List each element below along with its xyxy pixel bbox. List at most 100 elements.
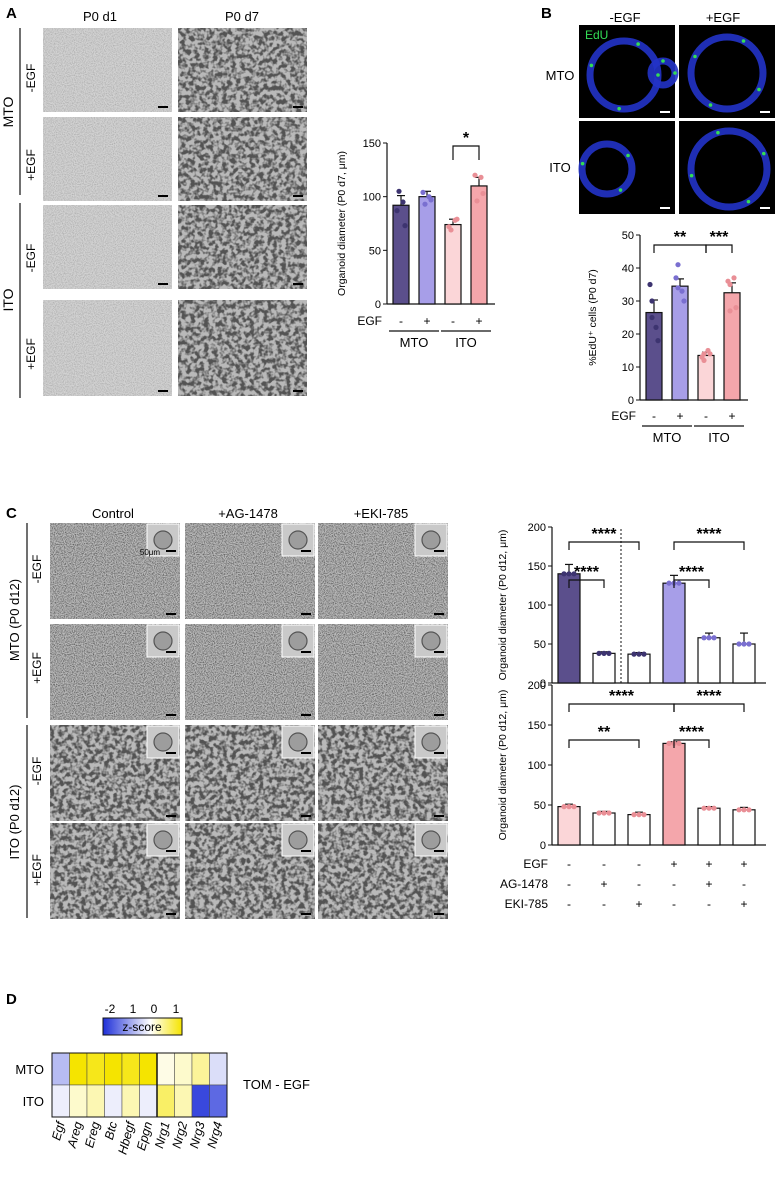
panel-b-image-r1-c1-edu-dot [636, 42, 640, 46]
panel-b-image-r1-c2-scale-bar [760, 111, 770, 113]
zscore-tick-1: -2 [105, 1002, 116, 1016]
data-point [448, 227, 454, 233]
panel-b-image-r2-c1-edu-dot [580, 161, 585, 166]
panel-a-image-r1-c1 [43, 28, 172, 112]
panel-a-row-label-1: -EGF [24, 64, 38, 93]
data-point [676, 740, 682, 747]
bar-1 [645, 311, 663, 401]
panel-a-row-label-3: -EGF [24, 244, 38, 273]
panel-a-group-ito: ITO [0, 288, 16, 311]
y-tick-label: 100 [528, 600, 546, 612]
panel-b-image-r2-c1-bg [579, 121, 675, 214]
heatmap-cell-ITO-Nrg4 [209, 1084, 228, 1118]
significance-label: **** [609, 688, 635, 705]
panel-c-image-r4-c1-inset-organoid [153, 830, 173, 850]
significance-bracket [568, 541, 640, 550]
heatmap-cell-ITO-Areg [69, 1084, 88, 1118]
treatment-sign: + [740, 857, 747, 871]
panel-c-image-r4-c2-inset-organoid [288, 830, 308, 850]
y-axis-label: Organoid diameter (P0 d12, μm) [497, 530, 509, 681]
data-point [675, 285, 681, 291]
significance-bracket [452, 145, 480, 160]
panel-c-image-r2-c2-inset-organoid [288, 631, 308, 651]
data-point [701, 351, 707, 357]
panel-b-col-label-2: +EGF [706, 10, 740, 25]
panel-c-image-r3-c2-inset-scale-bar [301, 752, 311, 754]
treatment-row-label-3: EKI-785 [505, 897, 549, 911]
panel-c-image-r4-c2-inset-scale-bar [301, 850, 311, 852]
data-point [705, 347, 711, 354]
y-tick-label: 50 [622, 230, 634, 242]
significance-label: **** [697, 688, 723, 705]
y-tick-label: 0 [540, 840, 546, 852]
heatmap-col-label-10: Nrg4 [205, 1120, 226, 1150]
data-point [706, 635, 712, 641]
panel-b-image-r2-c1-edu-dot [618, 188, 623, 192]
y-axis-label: Organoid diameter (P0 d7, μm) [336, 151, 348, 296]
panel-a-image-r2-c2-texture [178, 117, 307, 201]
panel-c-image-r2-c1-inset-scale-bar [166, 651, 176, 653]
panel-c-image-r1-c3-scale-bar [434, 613, 444, 615]
data-point [741, 641, 747, 647]
panel-b-image-r1-c2-organoid-1 [687, 33, 767, 113]
heatmap-cell-MTO-Epgn [139, 1052, 158, 1086]
heatmap-row-label-1: MTO [15, 1062, 44, 1077]
heatmap-cell-MTO-Hbegf [121, 1052, 140, 1086]
panel-c-image-r2-c3-inset-organoid [421, 631, 441, 651]
panel-a-image-r3-c2 [178, 205, 307, 289]
panel-b-image-r1-c1-edu-dot [673, 71, 677, 75]
data-point [647, 281, 653, 288]
treatment-sign: - [672, 897, 676, 911]
data-point [452, 217, 458, 223]
bar-1 [392, 204, 410, 305]
treatment-sign: - [567, 877, 571, 891]
data-point [711, 635, 717, 641]
panel-a-image-r4-c2 [178, 300, 307, 396]
heatmap-border [51, 1052, 228, 1118]
bar-6 [732, 643, 756, 684]
treatment-sign: - [637, 857, 641, 871]
y-tick-label: 50 [369, 245, 381, 257]
panel-a-col-label-1: P0 d1 [83, 9, 117, 24]
data-point [641, 812, 647, 818]
significance-label: **** [679, 564, 705, 581]
panel-b-image-r2-c1-organoid-1 [578, 140, 636, 198]
heatmap-col-label-1: Egf [49, 1119, 68, 1142]
treatment-row-label-2: AG-1478 [500, 877, 548, 891]
panel-c-image-r1-c2-inset-scale-bar [301, 550, 311, 552]
panel-a-image-r2-c2 [178, 117, 307, 201]
panel-b-fluorescence-images: EdU [578, 25, 775, 214]
panel-b-image-r2-c2-edu-dot [716, 130, 720, 135]
panel-b-image-r1-c1-edu-dot [617, 106, 621, 111]
treatment-row-label-1: EGF [523, 857, 548, 871]
y-tick-label: 40 [622, 263, 634, 275]
data-point [653, 324, 659, 330]
data-point [402, 223, 408, 229]
panel-b-image-r2-c2-scale-bar [760, 207, 770, 209]
bar-3 [697, 354, 715, 401]
data-point [666, 580, 672, 586]
data-point [631, 812, 637, 818]
significance-label: **** [574, 564, 600, 581]
panel-a-image-r1-c1-texture [43, 28, 172, 112]
significance-bracket [568, 579, 605, 588]
panel-c-top-bar-chart: 0 50 100 150 200 Organoid diameter (P0 d12, μ… [497, 522, 766, 690]
data-point [601, 650, 607, 656]
data-point [426, 194, 432, 200]
treatment-sign: + [635, 897, 642, 911]
panel-a-image-r1-c2-scale-bar [293, 106, 303, 108]
heatmap-cell-ITO-Nrg1 [156, 1084, 175, 1118]
data-point [571, 571, 577, 577]
panel-c-col-label-3: +EKI-785 [354, 506, 409, 521]
data-point [596, 650, 602, 656]
panel-a-image-r4-c1 [43, 300, 172, 396]
heatmap-col-label-9: Nrg3 [187, 1120, 208, 1150]
egf-sign-2: + [423, 314, 430, 328]
bar-3 [627, 653, 651, 684]
data-point [701, 635, 707, 641]
panel-a-image-r3-c2-scale-bar [293, 283, 303, 285]
panel-c-image-r3-c1-inset-scale-bar [166, 752, 176, 754]
panel-b-image-r1-c2-edu-dot [741, 39, 746, 43]
